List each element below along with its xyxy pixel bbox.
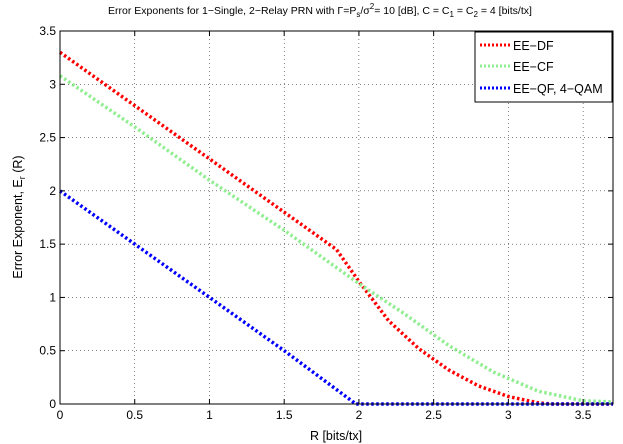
x-tick-label: 0 — [57, 408, 64, 422]
y-tick-label: 3.5 — [39, 24, 56, 38]
y-axis-label: Error Exponent, Er (R) — [11, 155, 27, 278]
y-tick-label: 2 — [49, 184, 56, 198]
y-tick-label: 1 — [49, 290, 56, 304]
series-ee-qf-line — [58, 189, 613, 406]
x-tick-label: 2.5 — [425, 408, 442, 422]
y-tick-label: 2.5 — [39, 131, 56, 145]
series-ee-df-line — [58, 50, 613, 406]
y-tick-label: 0.5 — [39, 344, 56, 358]
legend-label-ee-cf: EE−CF — [513, 60, 554, 74]
x-tick-label: 3.5 — [575, 408, 592, 422]
legend-label-ee-df: EE−DF — [513, 39, 554, 53]
x-tick-label: 1 — [206, 408, 213, 422]
series-layer — [58, 50, 614, 406]
x-tick-label: 2 — [356, 408, 363, 422]
chart-title: Error Exponents for 1−Single, 2−Relay PR… — [108, 2, 532, 19]
y-tick-label: 0 — [49, 397, 56, 411]
plot-frame — [59, 30, 614, 405]
y-tick-label: 3 — [49, 77, 56, 91]
legend: EE−DF EE−CF EE−QF, 4−QAM — [474, 31, 613, 103]
series-ee-cf-line — [59, 74, 614, 404]
y-tick-label: 1.5 — [39, 237, 56, 251]
x-tick-label: 1.5 — [276, 408, 293, 422]
x-tick-label: 3 — [505, 408, 512, 422]
ticks: 0 0.5 1 1.5 2 2.5 3 3.5 0 0.5 1 1.5 2 2.5 3 3.5 — [39, 24, 613, 422]
x-tick-label: 0.5 — [126, 408, 143, 422]
legend-label-ee-qf: EE−QF, 4−QAM — [513, 82, 603, 96]
x-axis-label: R [bits/tx] — [310, 429, 362, 443]
